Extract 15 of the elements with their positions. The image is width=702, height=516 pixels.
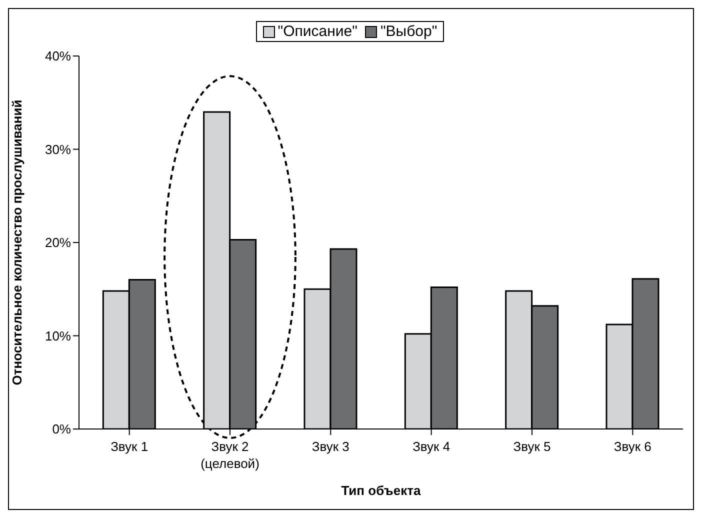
y-tick-label: 40% [44, 48, 72, 64]
y-tick-label: 10% [44, 328, 72, 344]
x-tick-label: Звук 5 [513, 439, 551, 454]
x-tick-label: Звук 2 (целевой) [200, 439, 260, 471]
x-tick-label: Звук 6 [614, 439, 652, 454]
y-tick-label: 30% [44, 142, 72, 157]
y-tick-label: 0% [52, 422, 72, 437]
x-tick-label: Звук 3 [312, 439, 350, 454]
legend-label: "Описание" [278, 23, 358, 40]
legend-label: "Выбор" [380, 23, 438, 40]
x-axis-title: Тип объекта [341, 483, 422, 498]
y-axis-title: Относительное количество прослушиваний [10, 100, 25, 386]
y-tick-label: 20% [44, 235, 72, 250]
x-tick-label: Звук 4 [412, 439, 450, 454]
x-tick-label: Звук 1 [110, 439, 148, 454]
